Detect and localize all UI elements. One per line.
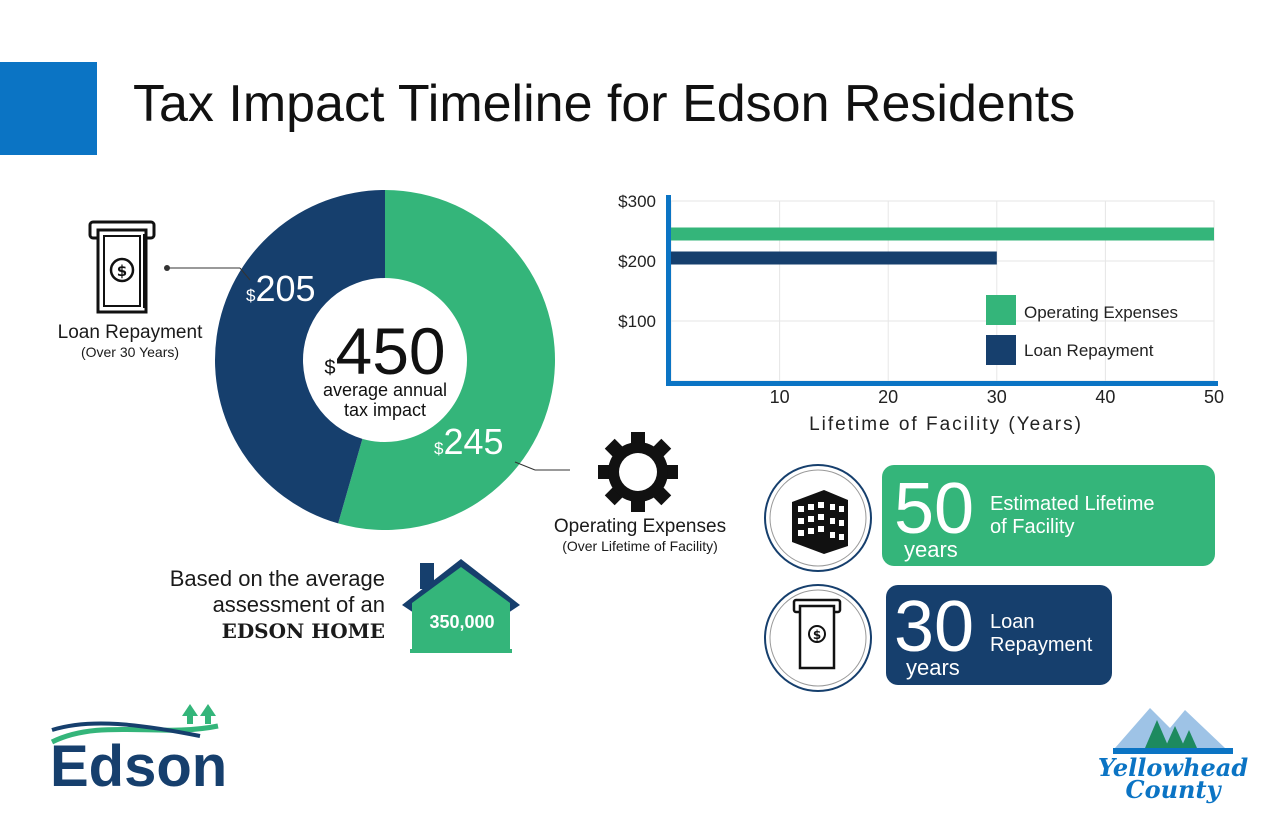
svg-text:$: $: [813, 628, 821, 642]
y-tick-label: $100: [618, 312, 656, 331]
legend-swatch-operating: [986, 295, 1016, 325]
loan-term-number: 30: [894, 587, 975, 667]
edson-logo: Edson: [50, 704, 227, 795]
x-tick-label: 30: [987, 387, 1007, 407]
atm-cash-icon: $: [88, 220, 156, 314]
title-accent-block: [0, 62, 97, 155]
x-tick-label: 10: [770, 387, 790, 407]
donut-slice-loan-repayment: [214, 190, 385, 524]
building-icon-badge: [764, 464, 872, 572]
yellowhead-county-logo: Yellowhead County: [1098, 708, 1248, 804]
house-icon: [402, 559, 520, 653]
lifetime-number: 50: [894, 469, 975, 549]
building-icon: [792, 490, 848, 554]
loan-repayment-label: Loan Repayment (Over 30 Years): [57, 322, 203, 360]
total-tax-impact-value: $450: [324, 314, 446, 388]
x-tick-label: 40: [1095, 387, 1115, 407]
operating-slice-value: $245: [434, 421, 504, 462]
home-value: 350,000: [429, 612, 495, 632]
loan-connector-line-2: [239, 267, 251, 281]
county-logo-line1: Yellowhead: [1098, 753, 1248, 782]
loan-term-description: Loan Repayment: [990, 611, 1093, 656]
atm-cash-icon-small: $: [792, 598, 842, 670]
x-axis-line: [666, 381, 1218, 386]
donut-chart: [164, 190, 570, 530]
county-logo-line2: County: [1125, 775, 1222, 804]
loan-slice-value: $205: [246, 268, 316, 309]
loan-connector-dot: [164, 265, 170, 271]
y-tick-label: $300: [618, 192, 656, 211]
total-tax-impact-caption: average annual tax impact: [322, 380, 448, 420]
svg-text:$: $: [117, 262, 127, 280]
y-tick-label: $200: [618, 252, 656, 271]
x-tick-label: 20: [878, 387, 898, 407]
bar-chart: 10 20 30 40 50 $100 $200 $300 Operating Expense…: [618, 192, 1224, 435]
atm-icon-badge: $: [764, 584, 872, 692]
legend-label-loan: Loan Repayment: [1024, 341, 1154, 360]
donut-slice-operating-expenses: [338, 190, 555, 530]
home-assessment-text: Based on the average assessment of an ED…: [169, 566, 385, 643]
loan-stat-box: 30 years Loan Repayment: [886, 585, 1112, 685]
lifetime-description: Estimated Lifetime of Facility: [990, 493, 1155, 538]
legend-label-operating: Operating Expenses: [1024, 303, 1178, 322]
operating-expenses-label: Operating Expenses (Over Lifetime of Fac…: [553, 516, 727, 554]
gear-icon: [598, 432, 678, 512]
lifetime-unit: years: [904, 537, 958, 562]
lifetime-stat-box: 50 years Estimated Lifetime of Facility: [882, 465, 1215, 566]
page-title: Tax Impact Timeline for Edson Residents: [133, 75, 1076, 133]
operating-connector-line: [514, 461, 536, 471]
bar-loan-repayment: [671, 251, 997, 265]
legend-swatch-loan: [986, 335, 1016, 365]
x-axis-title: Lifetime of Facility (Years): [809, 414, 1083, 435]
bar-operating-expenses: [671, 227, 1214, 241]
y-axis-line: [666, 195, 671, 385]
loan-term-unit: years: [906, 655, 960, 680]
edson-logo-text: Edson: [50, 734, 227, 795]
x-tick-label: 50: [1204, 387, 1224, 407]
